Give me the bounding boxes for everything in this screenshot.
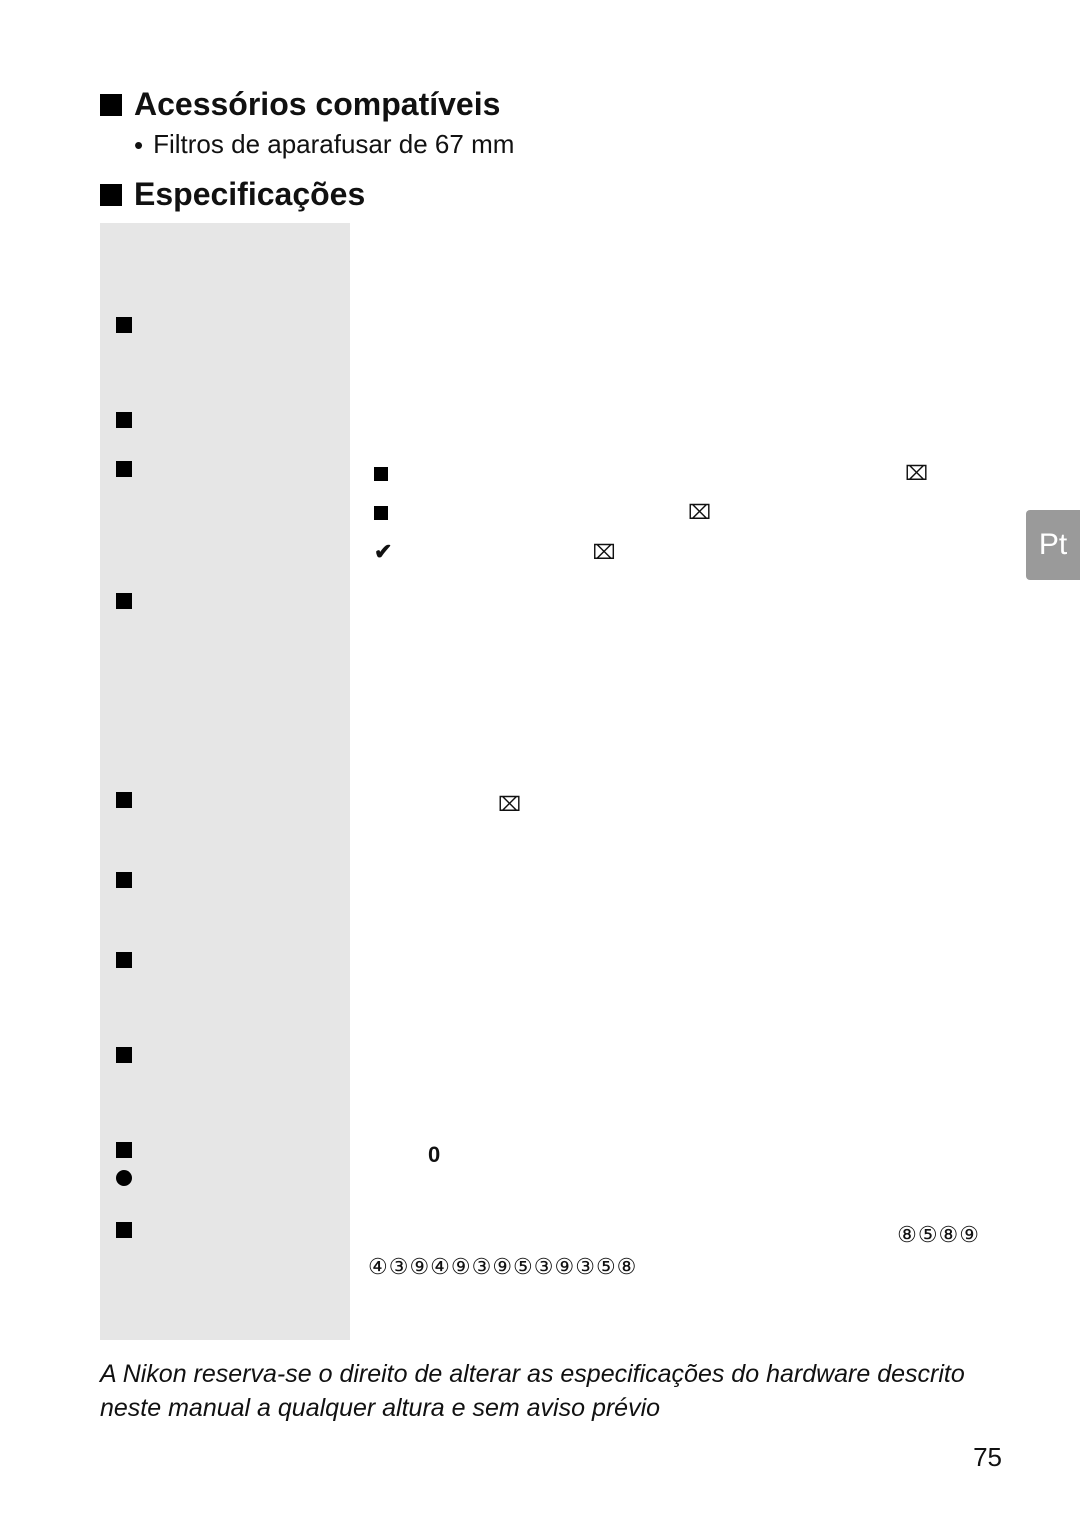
table-row bbox=[100, 1033, 1010, 1082]
section-specs-title: Especificações bbox=[134, 176, 365, 213]
spec-label-cell bbox=[100, 1208, 350, 1294]
spec-value-cell bbox=[350, 398, 1010, 447]
spec-value-cell: ⌧ ⌧ ✔ ⌧ bbox=[350, 447, 1010, 579]
spec-value-cell bbox=[350, 858, 1010, 938]
page-number: 75 bbox=[973, 1442, 1002, 1473]
spec-value-cell bbox=[350, 628, 1010, 778]
table-row bbox=[100, 628, 1010, 778]
square-marker-icon bbox=[116, 593, 132, 609]
spec-value-cell bbox=[350, 1082, 1010, 1128]
specifications-table: ⌧ ⌧ ✔ ⌧ ⌧ bbox=[100, 223, 1010, 1340]
spec-value-cell bbox=[350, 303, 1010, 352]
spec-label-cell bbox=[100, 398, 350, 447]
spec-value-cell: ⑧⑤⑧⑨ ④③⑨④⑨③⑨⑤③⑨③⑤⑧ bbox=[350, 1208, 1010, 1294]
x-box-icon: ⌧ bbox=[688, 500, 711, 525]
accessories-item-text: Filtros de aparafusar de 67 mm bbox=[153, 129, 514, 160]
square-marker-icon bbox=[116, 317, 132, 333]
section-accessories-header: Acessórios compatíveis bbox=[100, 86, 1010, 123]
spec-label-cell bbox=[100, 447, 350, 579]
square-marker-icon bbox=[116, 1047, 132, 1063]
section-specs-header: Especificações bbox=[100, 176, 1010, 213]
spec-value-multi: ⌧ ⌧ ✔ ⌧ bbox=[368, 461, 1000, 565]
spec-value-cell bbox=[350, 579, 1010, 628]
spec-value-cell bbox=[350, 1294, 1010, 1340]
square-bullet-icon bbox=[100, 184, 122, 206]
square-marker-icon bbox=[374, 506, 388, 520]
circled-digits-bottom: ④③⑨④⑨③⑨⑤③⑨③⑤⑧ bbox=[368, 1254, 637, 1279]
spec-label-cell bbox=[100, 938, 350, 987]
spec-label-cell bbox=[100, 778, 350, 858]
table-row: 0 bbox=[100, 1128, 1010, 1208]
section-accessories-title: Acessórios compatíveis bbox=[134, 86, 500, 123]
spec-label-cell bbox=[100, 858, 350, 938]
spec-value-cell bbox=[350, 938, 1010, 987]
spec-label-cell bbox=[100, 579, 350, 628]
check-icon: ✔ bbox=[374, 539, 392, 565]
square-marker-icon bbox=[116, 412, 132, 428]
table-row bbox=[100, 398, 1010, 447]
table-row: ⌧ ⌧ ✔ ⌧ bbox=[100, 447, 1010, 579]
table-row bbox=[100, 938, 1010, 987]
spec-label-cell bbox=[100, 303, 350, 352]
table-row bbox=[100, 858, 1010, 938]
manual-page: Acessórios compatíveis • Filtros de apar… bbox=[0, 0, 1080, 1521]
spec-value-cell: ⌧ bbox=[350, 778, 1010, 858]
accessories-item: • Filtros de aparafusar de 67 mm bbox=[134, 129, 1010, 160]
patent-numbers: ⑧⑤⑧⑨ ④③⑨④⑨③⑨⑤③⑨③⑤⑧ bbox=[368, 1222, 1000, 1280]
table-row bbox=[100, 987, 1010, 1033]
square-marker-icon bbox=[116, 872, 132, 888]
disclaimer-text: A Nikon reserva-se o direito de alterar … bbox=[100, 1358, 1010, 1426]
spec-value-cell bbox=[350, 987, 1010, 1033]
x-box-icon: ⌧ bbox=[905, 461, 928, 486]
square-marker-icon bbox=[116, 1142, 132, 1158]
table-row: ⌧ bbox=[100, 778, 1010, 858]
language-tab: Pt bbox=[1026, 510, 1080, 580]
square-marker-icon bbox=[116, 1222, 132, 1238]
table-row bbox=[100, 223, 1010, 303]
spec-label-cell bbox=[100, 1082, 350, 1128]
spec-label-cell bbox=[100, 987, 350, 1033]
bullet-dot-icon: • bbox=[134, 132, 143, 158]
square-marker-icon bbox=[116, 461, 132, 477]
spec-label-cell bbox=[100, 1033, 350, 1082]
spec-value-cell bbox=[350, 1033, 1010, 1082]
spec-label-cell bbox=[100, 352, 350, 398]
circle-marker-icon bbox=[116, 1170, 132, 1186]
table-row bbox=[100, 1294, 1010, 1340]
table-row bbox=[100, 352, 1010, 398]
spec-label-cell bbox=[100, 628, 350, 778]
square-marker-icon bbox=[374, 467, 388, 481]
table-row bbox=[100, 303, 1010, 352]
table-row bbox=[100, 579, 1010, 628]
table-row bbox=[100, 1082, 1010, 1128]
square-bullet-icon bbox=[100, 94, 122, 116]
square-marker-icon bbox=[116, 792, 132, 808]
spec-value-cell bbox=[350, 352, 1010, 398]
spec-zero-value: 0 bbox=[428, 1142, 440, 1167]
spec-value-cell bbox=[350, 223, 1010, 303]
square-marker-icon bbox=[116, 952, 132, 968]
x-box-icon: ⌧ bbox=[592, 540, 615, 565]
x-box-icon: ⌧ bbox=[498, 792, 521, 817]
spec-label-cell bbox=[100, 1128, 350, 1208]
spec-value-cell: 0 bbox=[350, 1128, 1010, 1208]
spec-label-cell bbox=[100, 223, 350, 303]
table-row: ⑧⑤⑧⑨ ④③⑨④⑨③⑨⑤③⑨③⑤⑧ bbox=[100, 1208, 1010, 1294]
spec-label-cell bbox=[100, 1294, 350, 1340]
circled-digits-top: ⑧⑤⑧⑨ bbox=[897, 1222, 980, 1248]
